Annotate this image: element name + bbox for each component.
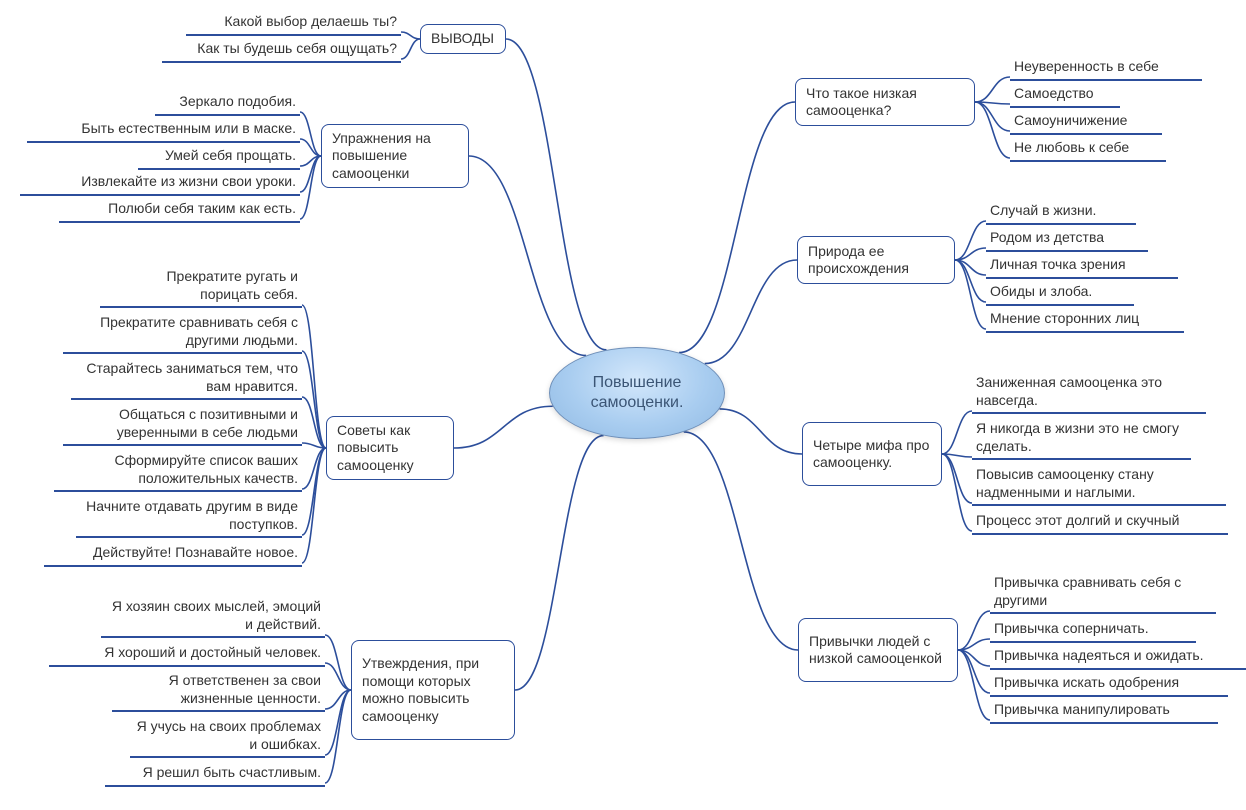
leaf-habits-1: Привычка соперничать. — [990, 618, 1196, 643]
branch-habits: Привычки людей с низкой самооценкой — [798, 618, 958, 682]
leaf-affirmations-2: Я ответственен за свои жизненные ценност… — [112, 670, 325, 712]
leaf-origin-3: Обиды и злоба. — [986, 281, 1134, 306]
leaf-affirmations-1: Я хороший и достойный человек. — [49, 642, 325, 667]
leaf-affirmations-4: Я решил быть счастливым. — [105, 762, 325, 787]
leaf-conclusions-0: Какой выбор делаешь ты? — [186, 11, 401, 36]
leaf-exercises-1: Быть естественным или в маске. — [27, 118, 300, 143]
leaf-myths-3: Процесс этот долгий и скучный — [972, 510, 1228, 535]
leaf-what-is-1: Самоедство — [1010, 83, 1120, 108]
leaf-advice-1: Прекратите сравнивать себя с другими люд… — [63, 312, 302, 354]
leaf-habits-3: Привычка искать одобрения — [990, 672, 1228, 697]
branch-conclusions: ВЫВОДЫ — [420, 24, 506, 54]
branch-affirmations: Утвежрдения, при помощи которых можно по… — [351, 640, 515, 740]
center-node: Повышение самооценки. — [549, 347, 725, 439]
leaf-exercises-2: Умей себя прощать. — [138, 145, 300, 170]
leaf-affirmations-0: Я хозяин своих мыслей, эмоций и действий… — [101, 596, 325, 638]
leaf-origin-2: Личная точка зрения — [986, 254, 1178, 279]
leaf-advice-0: Прекратите ругать и порицать себя. — [100, 266, 302, 308]
leaf-exercises-3: Извлекайте из жизни свои уроки. — [20, 171, 300, 196]
leaf-habits-0: Привычка сравнивать себя с другими — [990, 572, 1216, 614]
leaf-habits-4: Привычка манипулировать — [990, 699, 1218, 724]
leaf-habits-2: Привычка надеяться и ожидать. — [990, 645, 1246, 670]
leaf-myths-0: Заниженная самооценка это навсегда. — [972, 372, 1206, 414]
branch-origin: Природа ее происхождения — [797, 236, 955, 284]
leaf-what-is-2: Самоуничижение — [1010, 110, 1162, 135]
leaf-origin-4: Мнение сторонних лиц — [986, 308, 1184, 333]
branch-what-is: Что такое низкая самооценка? — [795, 78, 975, 126]
leaf-advice-3: Общаться с позитивными и уверенными в се… — [63, 404, 302, 446]
branch-myths: Четыре мифа про самооценку. — [802, 422, 942, 486]
leaf-advice-2: Старайтесь заниматься тем, что вам нрави… — [71, 358, 302, 400]
leaf-advice-4: Сформируйте список ваших положительных к… — [54, 450, 302, 492]
leaf-exercises-4: Полюби себя таким как есть. — [59, 198, 300, 223]
leaf-myths-1: Я никогда в жизни это не смогу сделать. — [972, 418, 1191, 460]
leaf-exercises-0: Зеркало подобия. — [155, 91, 300, 116]
leaf-advice-5: Начните отдавать другим в виде поступков… — [76, 496, 302, 538]
leaf-what-is-0: Неуверенность в себе — [1010, 56, 1202, 81]
leaf-origin-0: Случай в жизни. — [986, 200, 1136, 225]
branch-advice: Советы как повысить самооценку — [326, 416, 454, 480]
leaf-myths-2: Повысив самооценку стану надменными и на… — [972, 464, 1226, 506]
leaf-origin-1: Родом из детства — [986, 227, 1148, 252]
leaf-conclusions-1: Как ты будешь себя ощущать? — [162, 38, 401, 63]
branch-exercises: Упражнения на повышение самооценки — [321, 124, 469, 188]
leaf-affirmations-3: Я учусь на своих проблемах и ошибках. — [130, 716, 325, 758]
leaf-what-is-3: Не любовь к себе — [1010, 137, 1166, 162]
leaf-advice-6: Действуйте! Познавайте новое. — [44, 542, 302, 567]
